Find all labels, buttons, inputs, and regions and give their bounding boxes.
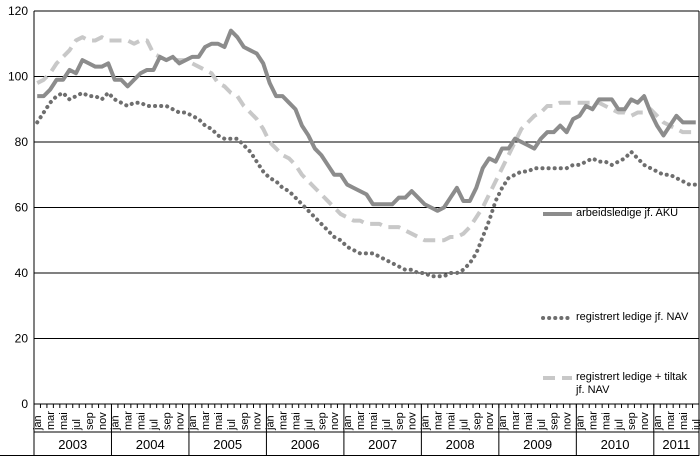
y-tick-label: 120	[8, 4, 28, 18]
year-label: 2008	[446, 437, 475, 452]
x-tick-label: jan	[32, 415, 44, 431]
x-tick-label: mai	[445, 412, 457, 430]
x-tick-label: mar	[278, 411, 290, 430]
x-tick-label: jul	[458, 419, 470, 431]
x-tick-label: nov	[174, 412, 186, 430]
series-line	[35, 90, 698, 279]
y-tick-label: 100	[8, 70, 28, 84]
legend-label: registrert ledige jf. NAV	[576, 311, 689, 323]
y-tick-label: 0	[21, 397, 28, 411]
x-tick-label: mar	[45, 411, 57, 430]
x-tick-label: jul	[148, 419, 160, 431]
x-tick-label: mai	[678, 412, 690, 430]
x-tick-label: mar	[665, 411, 677, 430]
x-tick-label: mai	[600, 412, 612, 430]
x-tick-label: jan	[497, 415, 509, 431]
year-label: 2007	[368, 437, 397, 452]
x-tick-label: nov	[639, 412, 651, 430]
x-tick-label: jul	[226, 419, 238, 431]
y-tick-label: 40	[15, 266, 29, 280]
year-label: 2006	[291, 437, 320, 452]
x-tick-label: mar	[355, 411, 367, 430]
x-tick-label: jan	[652, 415, 664, 431]
x-tick-label: sep	[471, 412, 483, 430]
x-tick-label: sep	[239, 412, 251, 430]
x-tick-label: jan	[187, 415, 199, 431]
year-label: 2011	[662, 437, 690, 452]
x-tick-label: sep	[84, 412, 96, 430]
x-tick-label: mai	[523, 412, 535, 430]
x-tick-label: mar	[123, 411, 135, 430]
x-tick-label: jan	[265, 415, 277, 431]
x-tick-label: mar	[200, 411, 212, 430]
year-label: 2004	[136, 437, 165, 452]
legend-label: arbeidsledige jf. AKU	[576, 207, 679, 219]
x-tick-label: mar	[510, 411, 522, 430]
x-tick-label: mar	[433, 411, 445, 430]
x-tick-label: mar	[587, 411, 599, 430]
y-tick-label: 60	[15, 201, 29, 215]
year-label: 2009	[523, 437, 552, 452]
legend-label: registrert ledige + tiltak jf. NAV	[576, 371, 687, 396]
x-tick-label: jul	[691, 419, 700, 431]
x-tick-label: jul	[71, 419, 83, 431]
x-tick-label: sep	[626, 412, 638, 430]
x-tick-label: nov	[329, 412, 341, 430]
x-tick-label: mai	[290, 412, 302, 430]
x-tick-label: jul	[381, 419, 393, 431]
x-tick-label: sep	[316, 412, 328, 430]
x-tick-label: nov	[562, 412, 574, 430]
year-label: 2010	[601, 437, 630, 452]
x-tick-label: jan	[342, 415, 354, 431]
x-tick-label: nov	[97, 412, 109, 430]
series-line	[36, 35, 696, 243]
x-tick-label: jul	[303, 419, 315, 431]
x-tick-label: jan	[420, 415, 432, 431]
x-tick-label: sep	[549, 412, 561, 430]
x-tick-label: jul	[613, 419, 625, 431]
x-tick-label: sep	[161, 412, 173, 430]
x-tick-label: mai	[213, 412, 225, 430]
x-tick-label: nov	[407, 412, 419, 430]
x-tick-label: jul	[536, 419, 548, 431]
y-tick-label: 20	[15, 332, 29, 346]
x-tick-label: nov	[252, 412, 264, 430]
year-label: 2005	[213, 437, 242, 452]
series-line	[37, 28, 696, 213]
x-tick-label: sep	[394, 412, 406, 430]
x-tick-label: mai	[58, 412, 70, 430]
year-label: 2003	[58, 437, 87, 452]
x-tick-label: jan	[110, 415, 122, 431]
x-tick-label: mai	[368, 412, 380, 430]
x-tick-label: nov	[484, 412, 496, 430]
x-tick-label: mai	[136, 412, 148, 430]
y-tick-label: 80	[15, 135, 29, 149]
x-tick-label: jan	[575, 415, 587, 431]
